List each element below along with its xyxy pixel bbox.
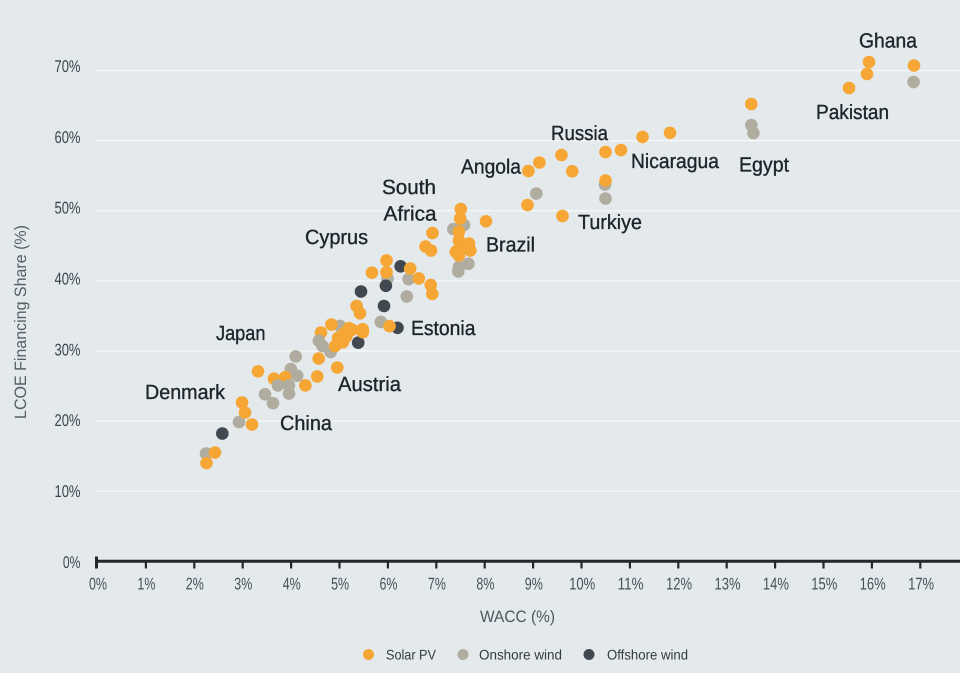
svg-text:20%: 20% <box>54 411 80 430</box>
svg-text:4%: 4% <box>283 575 301 594</box>
svg-text:Angola: Angola <box>461 156 522 179</box>
svg-text:0%: 0% <box>89 575 107 594</box>
svg-text:5%: 5% <box>331 575 349 594</box>
svg-text:Onshore wind: Onshore wind <box>479 647 562 663</box>
svg-text:16%: 16% <box>860 575 886 594</box>
svg-text:3%: 3% <box>234 575 252 594</box>
svg-text:Pakistan: Pakistan <box>816 101 889 124</box>
svg-text:10%: 10% <box>569 575 595 594</box>
svg-text:1%: 1% <box>137 575 155 594</box>
svg-text:Cyprus: Cyprus <box>305 226 368 249</box>
svg-text:Denmark: Denmark <box>145 381 226 404</box>
svg-text:Japan: Japan <box>216 322 265 345</box>
svg-text:Africa: Africa <box>384 203 438 226</box>
svg-text:13%: 13% <box>714 575 740 594</box>
svg-text:Turkiye: Turkiye <box>578 211 642 234</box>
svg-text:8%: 8% <box>476 575 494 594</box>
svg-text:11%: 11% <box>618 575 644 594</box>
svg-text:12%: 12% <box>666 575 692 594</box>
svg-text:0%: 0% <box>63 553 81 572</box>
svg-text:Egypt: Egypt <box>739 154 789 177</box>
svg-text:50%: 50% <box>54 199 80 218</box>
svg-text:Estonia: Estonia <box>411 317 476 340</box>
svg-text:6%: 6% <box>380 575 398 594</box>
svg-text:Austria: Austria <box>338 373 402 396</box>
svg-text:LCOE Financing Share (%): LCOE Financing Share (%) <box>12 225 30 419</box>
svg-text:9%: 9% <box>525 575 543 594</box>
svg-text:2%: 2% <box>186 575 204 594</box>
svg-text:Ghana: Ghana <box>859 30 918 53</box>
svg-text:Brazil: Brazil <box>486 234 535 257</box>
svg-text:15%: 15% <box>811 575 837 594</box>
svg-text:10%: 10% <box>54 482 80 501</box>
svg-text:South: South <box>382 176 436 199</box>
svg-text:70%: 70% <box>54 57 80 76</box>
svg-text:China: China <box>280 412 333 435</box>
svg-text:60%: 60% <box>54 128 80 147</box>
svg-text:Solar PV: Solar PV <box>386 647 437 663</box>
svg-text:Nicaragua: Nicaragua <box>631 150 719 173</box>
svg-text:Russia: Russia <box>551 122 609 145</box>
svg-text:30%: 30% <box>54 340 80 359</box>
svg-text:WACC (%): WACC (%) <box>480 608 555 626</box>
svg-text:14%: 14% <box>763 575 789 594</box>
svg-text:17%: 17% <box>908 575 934 594</box>
svg-text:7%: 7% <box>428 575 446 594</box>
svg-text:40%: 40% <box>54 270 80 289</box>
svg-text:Offshore wind: Offshore wind <box>607 647 688 663</box>
